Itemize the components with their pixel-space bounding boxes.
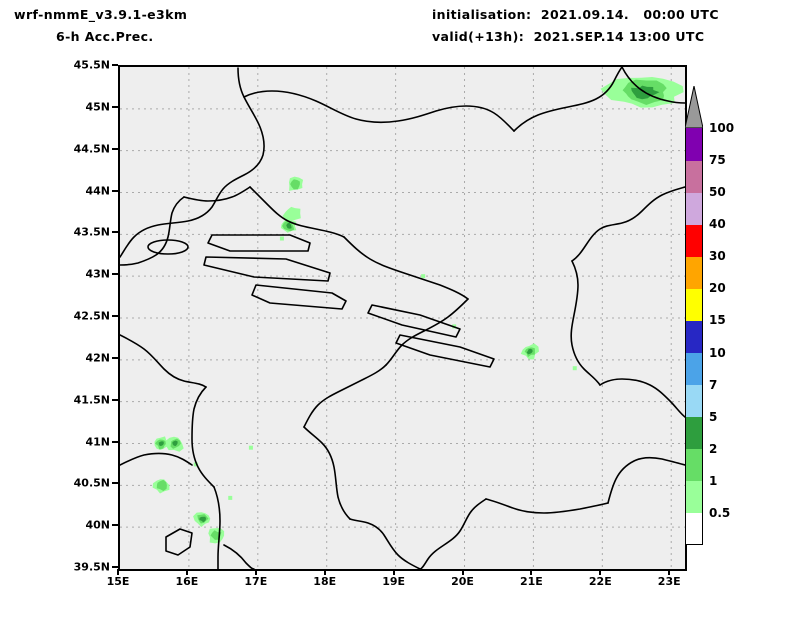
model-title: wrf-nmmE_v3.9.1-e3km: [14, 7, 188, 22]
y-axis-tick-label: 41N: [85, 435, 110, 448]
colorbar-label-100: 100: [709, 121, 735, 135]
precipitation-cell: [158, 441, 164, 446]
y-axis-tick-mark: [112, 231, 118, 234]
y-axis-tick-label: 40.5N: [73, 476, 110, 490]
colorbar-label-30: 30: [709, 249, 726, 264]
x-axis-tick-mark: [530, 569, 533, 575]
x-axis-tick-mark: [392, 569, 395, 575]
colorbar-band-7-10: [685, 352, 703, 386]
y-axis-tick-label: 42N: [85, 351, 110, 365]
colorbar-label-75: 75: [709, 153, 726, 168]
colorbar-label-1: 1: [709, 473, 718, 488]
colorbar-band-50-75: [685, 160, 703, 193]
y-axis-tick-label: 44N: [85, 184, 110, 197]
precipitation-cell: [199, 516, 207, 523]
x-axis-tick-label: 23E: [657, 575, 681, 588]
x-axis-tick-label: 17E: [244, 575, 268, 588]
initialisation-time: initialisation: 2021.09.14. 00:00 UTC: [432, 7, 719, 22]
precipitation-cell: [290, 179, 300, 190]
x-axis-tick-label: 20E: [451, 575, 474, 588]
y-axis-tick-label: 41.5N: [73, 393, 110, 407]
precipitation-cell: [156, 479, 167, 491]
y-axis-tick-mark: [112, 105, 118, 108]
y-axis-tick-mark: [112, 273, 118, 276]
y-axis-tick-label: 43N: [85, 267, 110, 281]
precipitation-speckle: [279, 236, 284, 241]
x-axis-tick-mark: [461, 569, 464, 575]
y-axis-tick-label: 42.5N: [73, 309, 110, 323]
y-axis-tick-mark: [112, 315, 118, 317]
y-axis-tick-label: 44.5N: [73, 142, 110, 156]
x-axis-tick-mark: [117, 569, 119, 575]
y-axis-tick-mark: [112, 189, 118, 192]
colorbar-band-5-7: [685, 384, 703, 418]
y-axis-tick-mark: [112, 482, 118, 485]
colorbar-band-below-0.5: [685, 512, 703, 546]
x-axis-tick-label: 22E: [588, 575, 612, 588]
colorbar-band-40-50: [685, 192, 703, 225]
y-axis-tick-mark: [112, 147, 118, 150]
colorbar-band-1-2: [685, 448, 703, 482]
x-axis-tick-label: 18E: [313, 575, 337, 588]
y-axis-tick-mark: [112, 566, 118, 568]
map-plot-area: [118, 65, 687, 571]
y-axis-tick-mark: [112, 64, 118, 66]
precipitation-speckle: [248, 445, 253, 450]
colorbar-label-0-5: 0.5: [709, 505, 731, 520]
y-axis-tick-mark: [112, 524, 118, 527]
precipitation-speckle: [572, 366, 577, 371]
y-axis-tick-label: 45.5N: [73, 58, 110, 72]
precipitation-colorbar: 0.5 1 2 5 7 10 15 20 30 40 50 75 100: [685, 86, 734, 546]
precipitation-cell: [172, 440, 178, 447]
y-axis-tick-mark: [112, 440, 118, 443]
x-axis-tick-mark: [323, 569, 326, 575]
colorbar-label-2: 2: [709, 441, 718, 456]
map-canvas: [120, 67, 685, 569]
precipitation-cell: [282, 206, 301, 222]
precipitation-field: [152, 77, 684, 544]
x-axis-tick-label: 16E: [175, 575, 199, 588]
x-axis-tick-mark: [185, 569, 188, 575]
y-axis-tick-mark: [112, 356, 118, 359]
precipitation-speckle: [228, 495, 233, 500]
precipitation-cell: [286, 222, 292, 229]
colorbar-label-7: 7: [709, 377, 718, 392]
y-axis-tick-label: 40N: [85, 518, 110, 532]
graticule-grid: [120, 67, 685, 569]
colorbar-band-2-5: [685, 416, 703, 450]
colorbar-band-20-30: [685, 256, 703, 289]
colorbar-band-15-20: [685, 288, 703, 321]
colorbar-label-15: 15: [709, 313, 726, 328]
colorbar-band-0.5-1: [685, 480, 703, 514]
x-axis-tick-mark: [599, 569, 602, 575]
precipitation-speckle: [193, 462, 198, 467]
colorbar-label-5: 5: [709, 409, 718, 424]
field-subtitle: 6-h Acc.Prec.: [56, 29, 154, 44]
x-axis-tick-mark: [254, 569, 257, 575]
colorbar-label-20: 20: [709, 281, 726, 296]
y-axis-tick-label: 45N: [85, 100, 110, 114]
coastlines-and-borders: [120, 67, 685, 569]
colorbar-band-10-15: [685, 320, 703, 354]
x-axis-tick-mark: [668, 569, 671, 575]
colorbar-label-40: 40: [709, 217, 726, 232]
y-axis-tick-label: 43.5N: [73, 225, 110, 239]
x-axis-tick-label: 15E: [106, 575, 130, 588]
x-axis-tick-label: 21E: [519, 575, 543, 588]
y-axis-tick-label: 39.5N: [73, 560, 110, 574]
colorbar-label-10: 10: [709, 345, 726, 360]
valid-time: valid(+13h): 2021.SEP.14 13:00 UTC: [432, 29, 705, 44]
precipitation-cell: [526, 348, 533, 355]
colorbar-label-50: 50: [709, 185, 726, 200]
colorbar-band-30-40: [685, 224, 703, 257]
colorbar-extend-arrow-icon: [685, 86, 703, 128]
colorbar-band-75-100: [685, 128, 703, 161]
precipitation-speckle: [421, 274, 426, 279]
y-axis-tick-mark: [112, 398, 118, 401]
x-axis-tick-label: 19E: [382, 575, 406, 588]
